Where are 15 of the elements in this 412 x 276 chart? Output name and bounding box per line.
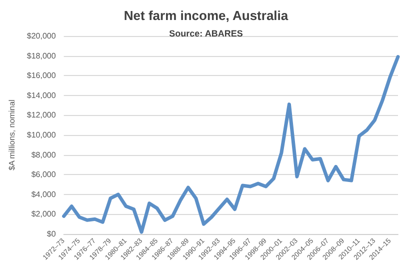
y-tick-label: $16,000 <box>26 71 56 80</box>
chart-title: Net farm income, Australia <box>124 8 289 23</box>
y-tick-label: $6,000 <box>31 170 56 180</box>
line-series <box>62 55 400 234</box>
y-tick-label: $12,000 <box>26 110 56 120</box>
y-tick-label: $0 <box>46 230 56 238</box>
chart-subtitle: Source: ABARES <box>169 28 243 38</box>
y-tick-label: $8,000 <box>31 150 56 160</box>
y-tick-label: $14,000 <box>26 90 56 100</box>
y-axis-title: $A millions, nominal <box>8 99 16 170</box>
y-tick-label: $18,000 <box>26 51 56 60</box>
y-tick-label: $4,000 <box>31 190 56 199</box>
y-tick-label: $2,000 <box>31 210 56 219</box>
y-tick-label: $20,000 <box>26 32 56 40</box>
y-tick-label: $10,000 <box>26 130 56 140</box>
